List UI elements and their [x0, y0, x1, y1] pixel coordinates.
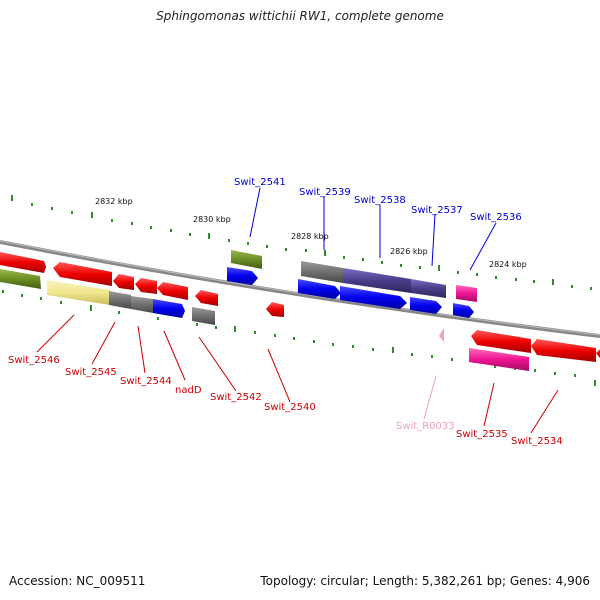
genome-stats-text: Topology: circular; Length: 5,382,261 bp…: [260, 574, 590, 588]
gene-label-swit-r0033[interactable]: Swit_R0033: [396, 421, 455, 432]
gene-arrow-swit-2542[interactable]: [195, 290, 218, 306]
gene-arrow-swit-2534[interactable]: [531, 339, 596, 362]
map-title: Sphingomonas wittichii RW1, complete gen…: [156, 9, 444, 23]
bottom-label-leaders: [36, 314, 559, 434]
gene-marker-swit-r0033[interactable]: [439, 328, 444, 342]
gene-label-swit-2544[interactable]: Swit_2544: [120, 376, 172, 387]
swit-r0033-leader: [423, 375, 437, 420]
gene-arrow-partial-left-red[interactable]: [0, 252, 46, 273]
gene-box-swit-2535-pink[interactable]: [469, 348, 529, 371]
gene-box-swit-2538-slate[interactable]: [343, 268, 411, 293]
gene-arrow-nadd-blue[interactable]: [153, 299, 185, 318]
gene-label-swit-2537[interactable]: Swit_2537: [411, 205, 463, 216]
gene-label-swit-2536[interactable]: Swit_2536: [470, 212, 522, 223]
upper-tick-track: [11, 195, 592, 290]
gene-label-swit-2539[interactable]: Swit_2539: [299, 187, 351, 198]
gene-label-swit-2540[interactable]: Swit_2540: [264, 402, 316, 413]
gene-arrow-partial-left-olive[interactable]: [0, 269, 41, 289]
gene-arrow-swit-2546[interactable]: [53, 262, 112, 286]
top-label-leaders: [249, 187, 497, 271]
gene-label-swit-2541[interactable]: Swit_2541: [234, 177, 286, 188]
gene-box-swit-2545-yellow[interactable]: [47, 280, 110, 305]
kbp-label: 2826 kbp: [390, 247, 428, 256]
gene-box-swit-2539-gray[interactable]: [301, 261, 343, 283]
gene-arrow-partial-right-red[interactable]: [596, 349, 600, 358]
gene-label-swit-2545[interactable]: Swit_2545: [65, 367, 117, 378]
gene-box-swit-2541-olive[interactable]: [231, 250, 262, 269]
gene-arrow-swit-2538-blue[interactable]: [340, 286, 407, 309]
genome-backbone: [0, 240, 600, 338]
kbp-label: 2824 kbp: [489, 260, 527, 269]
gene-box-swit-2542-gray[interactable]: [192, 307, 215, 325]
gene-box-swit-2536-pink[interactable]: [456, 285, 477, 302]
gene-label-swit-2534[interactable]: Swit_2534: [511, 436, 563, 447]
gene-arrow-swit-2541-blue[interactable]: [227, 267, 258, 285]
gene-arrow-swit-2544[interactable]: [135, 278, 157, 294]
gene-label-swit-2542[interactable]: Swit_2542: [210, 392, 262, 403]
accession-text: Accession: NC_009511: [9, 574, 146, 588]
gene-label-swit-2535[interactable]: Swit_2535: [456, 429, 508, 440]
gene-box-swit-2537-slate[interactable]: [411, 279, 446, 298]
kbp-label: 2828 kbp: [291, 232, 329, 241]
gene-label-swit-2538[interactable]: Swit_2538: [354, 195, 406, 206]
kbp-label: 2830 kbp: [193, 215, 231, 224]
gene-label-swit-2546[interactable]: Swit_2546: [8, 355, 60, 366]
gene-arrow-nadd[interactable]: [157, 282, 188, 300]
gene-arrow-swit-2535[interactable]: [471, 330, 531, 353]
gene-arrow-swit-2536-blue[interactable]: [453, 303, 474, 318]
gene-box-nadd-gray[interactable]: [131, 296, 153, 313]
gene-arrow-swit-2539-blue[interactable]: [298, 279, 341, 299]
gene-label-nadd[interactable]: nadD: [175, 385, 202, 396]
gene-arrow-swit-2540[interactable]: [266, 302, 284, 317]
kbp-label: 2832 kbp: [95, 197, 133, 206]
gene-arrow-swit-2545[interactable]: [113, 274, 134, 290]
gene-arrow-swit-2537-blue[interactable]: [410, 297, 442, 314]
gene-box-swit-2544-gray[interactable]: [109, 291, 131, 309]
